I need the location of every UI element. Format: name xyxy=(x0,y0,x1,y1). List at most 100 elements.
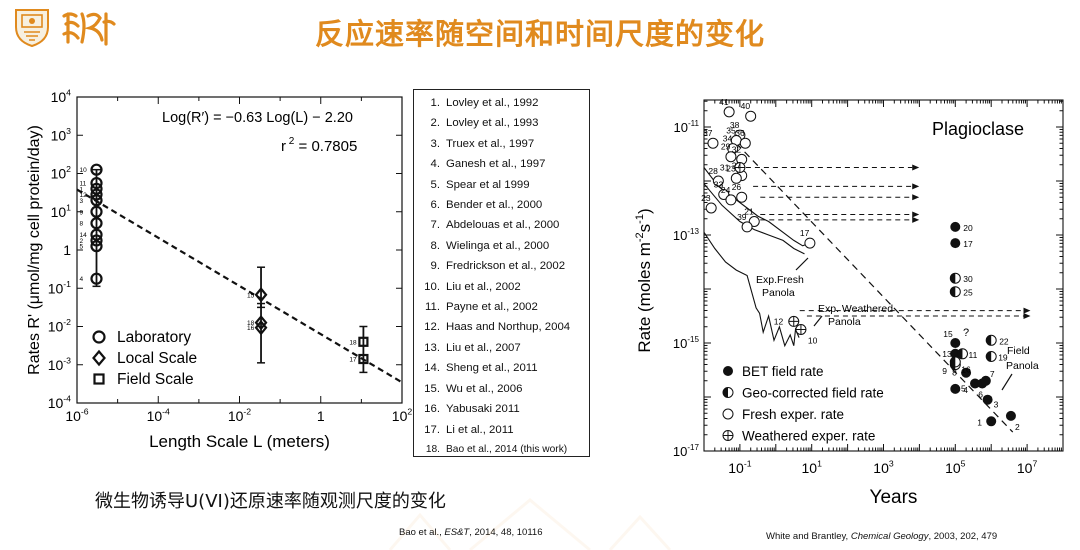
left-y-tick-label: 101 xyxy=(51,202,72,219)
reference-item: 2. Lovley et al., 1993 xyxy=(414,113,589,133)
filled-data-point xyxy=(982,394,993,405)
left-chart-axes xyxy=(76,96,403,404)
reference-number: 16. xyxy=(424,403,440,416)
reference-text: Li et al., 2011 xyxy=(446,423,514,436)
half-filled-data-point-fill xyxy=(950,273,956,284)
right-y-tick-label-base: 10 xyxy=(673,336,687,351)
filled-data-point xyxy=(986,416,997,427)
data-point-circle xyxy=(90,188,103,201)
citation-left-journal: ES&T xyxy=(444,527,470,538)
open-point-label: 32 xyxy=(732,144,742,154)
half-filled-data-point-fill xyxy=(950,356,956,367)
open-data-point xyxy=(741,221,753,233)
right-x-tick-label-exp: -1 xyxy=(744,459,752,469)
data-point-label: 8 xyxy=(80,221,84,228)
filled-point-label: 4 xyxy=(963,385,968,395)
open-point-label: 40 xyxy=(741,101,751,111)
filled-point-label: 3 xyxy=(994,400,999,410)
data-point-circle xyxy=(90,194,103,207)
university-crest-icon xyxy=(15,9,49,47)
reference-text: Haas and Northup, 2004 xyxy=(446,321,571,334)
data-point-label: 17 xyxy=(349,357,357,364)
left-y-tick-label: 10-2 xyxy=(48,317,71,334)
reference-text: Liu et al., 2002 xyxy=(446,280,521,293)
left-x-axis-label: Length Scale L (meters) xyxy=(149,432,330,451)
annotation-field-panola-2: Panola xyxy=(1006,360,1039,372)
filled-data-point xyxy=(970,378,981,389)
watermark-building-icon xyxy=(388,498,672,550)
data-point-square xyxy=(358,353,369,365)
reference-number: 11. xyxy=(425,301,440,314)
annotation-weathered-panola-1: Exp. Weathered xyxy=(818,303,893,315)
filled-data-point xyxy=(1005,410,1016,421)
right-y-axis-label-mid: s xyxy=(635,224,654,233)
right-y-tick-label: 10-15 xyxy=(673,335,700,351)
left-x-tick-label: 1 xyxy=(317,408,325,424)
reference-text: Payne et al., 2002 xyxy=(446,301,538,314)
legend-label: Weathered exper. rate xyxy=(742,429,875,444)
citation-left-prefix: Bao et al., xyxy=(399,527,445,538)
left-x-tick-label: 10-2 xyxy=(228,407,251,424)
r-squared-text: r 2 = 0.7805 xyxy=(281,136,357,155)
data-point-label: 11 xyxy=(80,181,87,188)
open-point-label: 24 xyxy=(721,185,731,195)
data-point-diamond xyxy=(254,314,268,331)
data-point-label: 3 xyxy=(80,198,84,205)
half-point-label: 16 xyxy=(961,365,971,375)
legend-label: Field Scale xyxy=(117,371,194,388)
data-point-square xyxy=(358,336,369,347)
fresh-panola-rate-line-2 xyxy=(703,183,805,255)
arrow-head xyxy=(912,194,920,201)
open-point-label: 21 xyxy=(744,207,754,217)
data-point-diamond xyxy=(254,287,268,303)
data-point-diamond xyxy=(254,319,268,336)
open-point-label: 41 xyxy=(719,97,729,107)
open-data-point xyxy=(745,110,757,122)
reference-item: 10. Liu et al., 2002 xyxy=(414,277,589,297)
crossed-data-point-cross xyxy=(734,162,745,173)
left-x-tick-label-base: 10 xyxy=(65,408,81,424)
data-point-label: 14 xyxy=(80,232,88,239)
reference-number: 3. xyxy=(430,137,441,150)
left-x-tick-label: 102 xyxy=(392,407,413,424)
slide-caption: 微生物诱导U(VI)还原速率随观测尺度的变化 xyxy=(95,491,446,512)
open-point-label: 28 xyxy=(708,166,718,176)
citation-right-prefix: White and Brantley, xyxy=(766,531,851,542)
left-y-tick-label-base: 10 xyxy=(48,319,64,335)
arrow-head xyxy=(912,211,920,218)
left-y-tick-label-exp: -4 xyxy=(63,394,71,404)
data-point-label: 4 xyxy=(80,276,84,283)
left-x-tick-label-base: 1 xyxy=(317,408,325,424)
left-y-tick-label-exp: 1 xyxy=(66,202,71,212)
reference-text: Spear et al 1999 xyxy=(446,178,530,191)
data-point-label: 9 xyxy=(80,209,84,216)
reference-number: 14. xyxy=(424,362,440,375)
r-squared-r: r xyxy=(281,138,286,155)
reference-number: 4. xyxy=(430,158,441,171)
filled-data-point xyxy=(961,367,972,378)
weathered-panola-rate-line xyxy=(703,231,800,348)
open-data-point xyxy=(736,191,748,203)
left-y-tick-label-exp: -2 xyxy=(63,317,71,327)
left-x-tick-label-exp: -2 xyxy=(243,407,251,417)
filled-point-label: 15 xyxy=(943,329,953,339)
annotation-arrow xyxy=(795,257,809,271)
crossed-point-label: 10 xyxy=(808,336,818,346)
right-y-tick-label-base: 10 xyxy=(673,228,687,243)
right-y-tick-label-exp: -13 xyxy=(687,227,699,236)
right-y-tick-label-base: 10 xyxy=(673,120,687,135)
reference-number: 8. xyxy=(430,239,441,252)
right-x-tick-label-exp: 3 xyxy=(889,459,894,469)
reference-text: Wu et al., 2006 xyxy=(446,382,523,395)
reference-item: 12. Haas and Northup, 2004 xyxy=(414,317,589,337)
reference-text: Liu et al., 2007 xyxy=(446,341,521,354)
crossed-point-label: 12 xyxy=(774,316,784,326)
filled-point-label: 17 xyxy=(963,239,973,249)
data-point-circle xyxy=(90,272,103,285)
left-y-tick-label-base: 1 xyxy=(63,242,71,258)
data-point-circle xyxy=(90,163,103,176)
open-point-label: 29 xyxy=(721,142,731,152)
slide-title: 反应速率随空间和时间尺度的变化 xyxy=(314,17,765,51)
right-x-tick-label-exp: 7 xyxy=(1032,459,1037,469)
right-x-tick-label: 10-1 xyxy=(728,459,751,476)
